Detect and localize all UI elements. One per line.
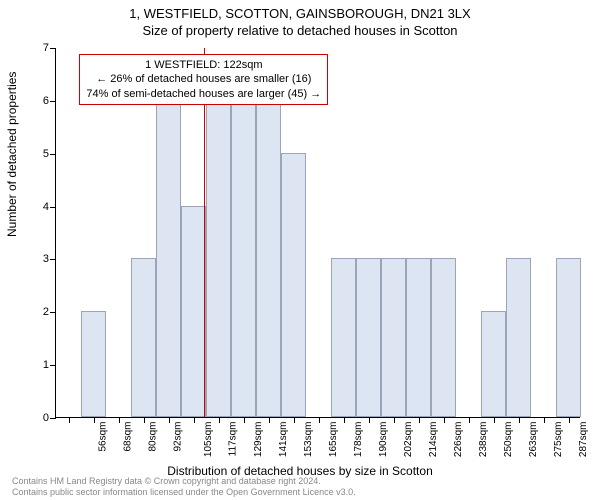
footer-line1: Contains HM Land Registry data © Crown c… (12, 476, 356, 487)
x-tick-label: 178sqm (353, 422, 364, 458)
histogram-bar (431, 258, 456, 417)
x-tick-label: 250sqm (503, 422, 514, 458)
x-tick-label: 275sqm (553, 422, 564, 458)
histogram-bar (131, 258, 156, 417)
x-tick-label: 68sqm (122, 422, 133, 452)
x-tick-label: 141sqm (278, 422, 289, 458)
histogram-bar (406, 258, 431, 417)
x-tick-label: 153sqm (303, 422, 314, 458)
y-tick-label: 3 (31, 253, 49, 265)
y-tick-label: 5 (31, 148, 49, 160)
histogram-bar (481, 311, 506, 417)
x-tick-label: 214sqm (428, 422, 439, 458)
plot-area: 0123456756sqm68sqm80sqm92sqm105sqm117sqm… (55, 48, 580, 418)
x-tick-label: 287sqm (578, 422, 589, 458)
histogram-bar (81, 311, 106, 417)
x-tick-label: 190sqm (378, 422, 389, 458)
x-tick-label: 56sqm (97, 422, 108, 452)
x-tick-label: 202sqm (403, 422, 414, 458)
x-tick-label: 129sqm (253, 422, 264, 458)
histogram-bar (181, 206, 206, 417)
y-tick-label: 2 (31, 306, 49, 318)
histogram-bar (281, 153, 306, 417)
footer-attribution: Contains HM Land Registry data © Crown c… (12, 476, 356, 498)
y-tick-label: 7 (31, 42, 49, 54)
chart-plot: 0123456756sqm68sqm80sqm92sqm105sqm117sqm… (55, 48, 580, 418)
footer-line2: Contains public sector information licen… (12, 487, 356, 498)
histogram-bar (156, 100, 181, 417)
annotation-line2: ← 26% of detached houses are smaller (16… (86, 72, 321, 86)
histogram-bar (331, 258, 356, 417)
y-tick-label: 4 (31, 201, 49, 213)
annotation-line1: 1 WESTFIELD: 122sqm (86, 58, 321, 72)
x-tick-label: 80sqm (147, 422, 158, 452)
histogram-bar (506, 258, 531, 417)
annotation-line3: 74% of semi-detached houses are larger (… (86, 87, 321, 101)
histogram-bar (356, 258, 381, 417)
x-tick-label: 238sqm (478, 422, 489, 458)
x-tick-label: 117sqm (227, 422, 238, 457)
x-tick-label: 165sqm (328, 422, 339, 458)
x-tick-label: 92sqm (172, 422, 183, 452)
x-tick-label: 226sqm (453, 422, 464, 458)
x-tick-label: 263sqm (528, 422, 539, 458)
y-axis-title: Number of detached properties (5, 72, 19, 237)
y-tick-label: 0 (31, 412, 49, 424)
y-tick-label: 6 (31, 95, 49, 107)
histogram-bar (256, 100, 281, 417)
annotation-box: 1 WESTFIELD: 122sqm← 26% of detached hou… (79, 54, 328, 105)
chart-title-sub: Size of property relative to detached ho… (0, 21, 600, 38)
histogram-bar (556, 258, 581, 417)
histogram-bar (381, 258, 406, 417)
y-tick-label: 1 (31, 359, 49, 371)
histogram-bar (206, 100, 231, 417)
histogram-bar (231, 100, 256, 417)
chart-title-main: 1, WESTFIELD, SCOTTON, GAINSBOROUGH, DN2… (0, 0, 600, 21)
x-tick-label: 105sqm (203, 422, 214, 458)
